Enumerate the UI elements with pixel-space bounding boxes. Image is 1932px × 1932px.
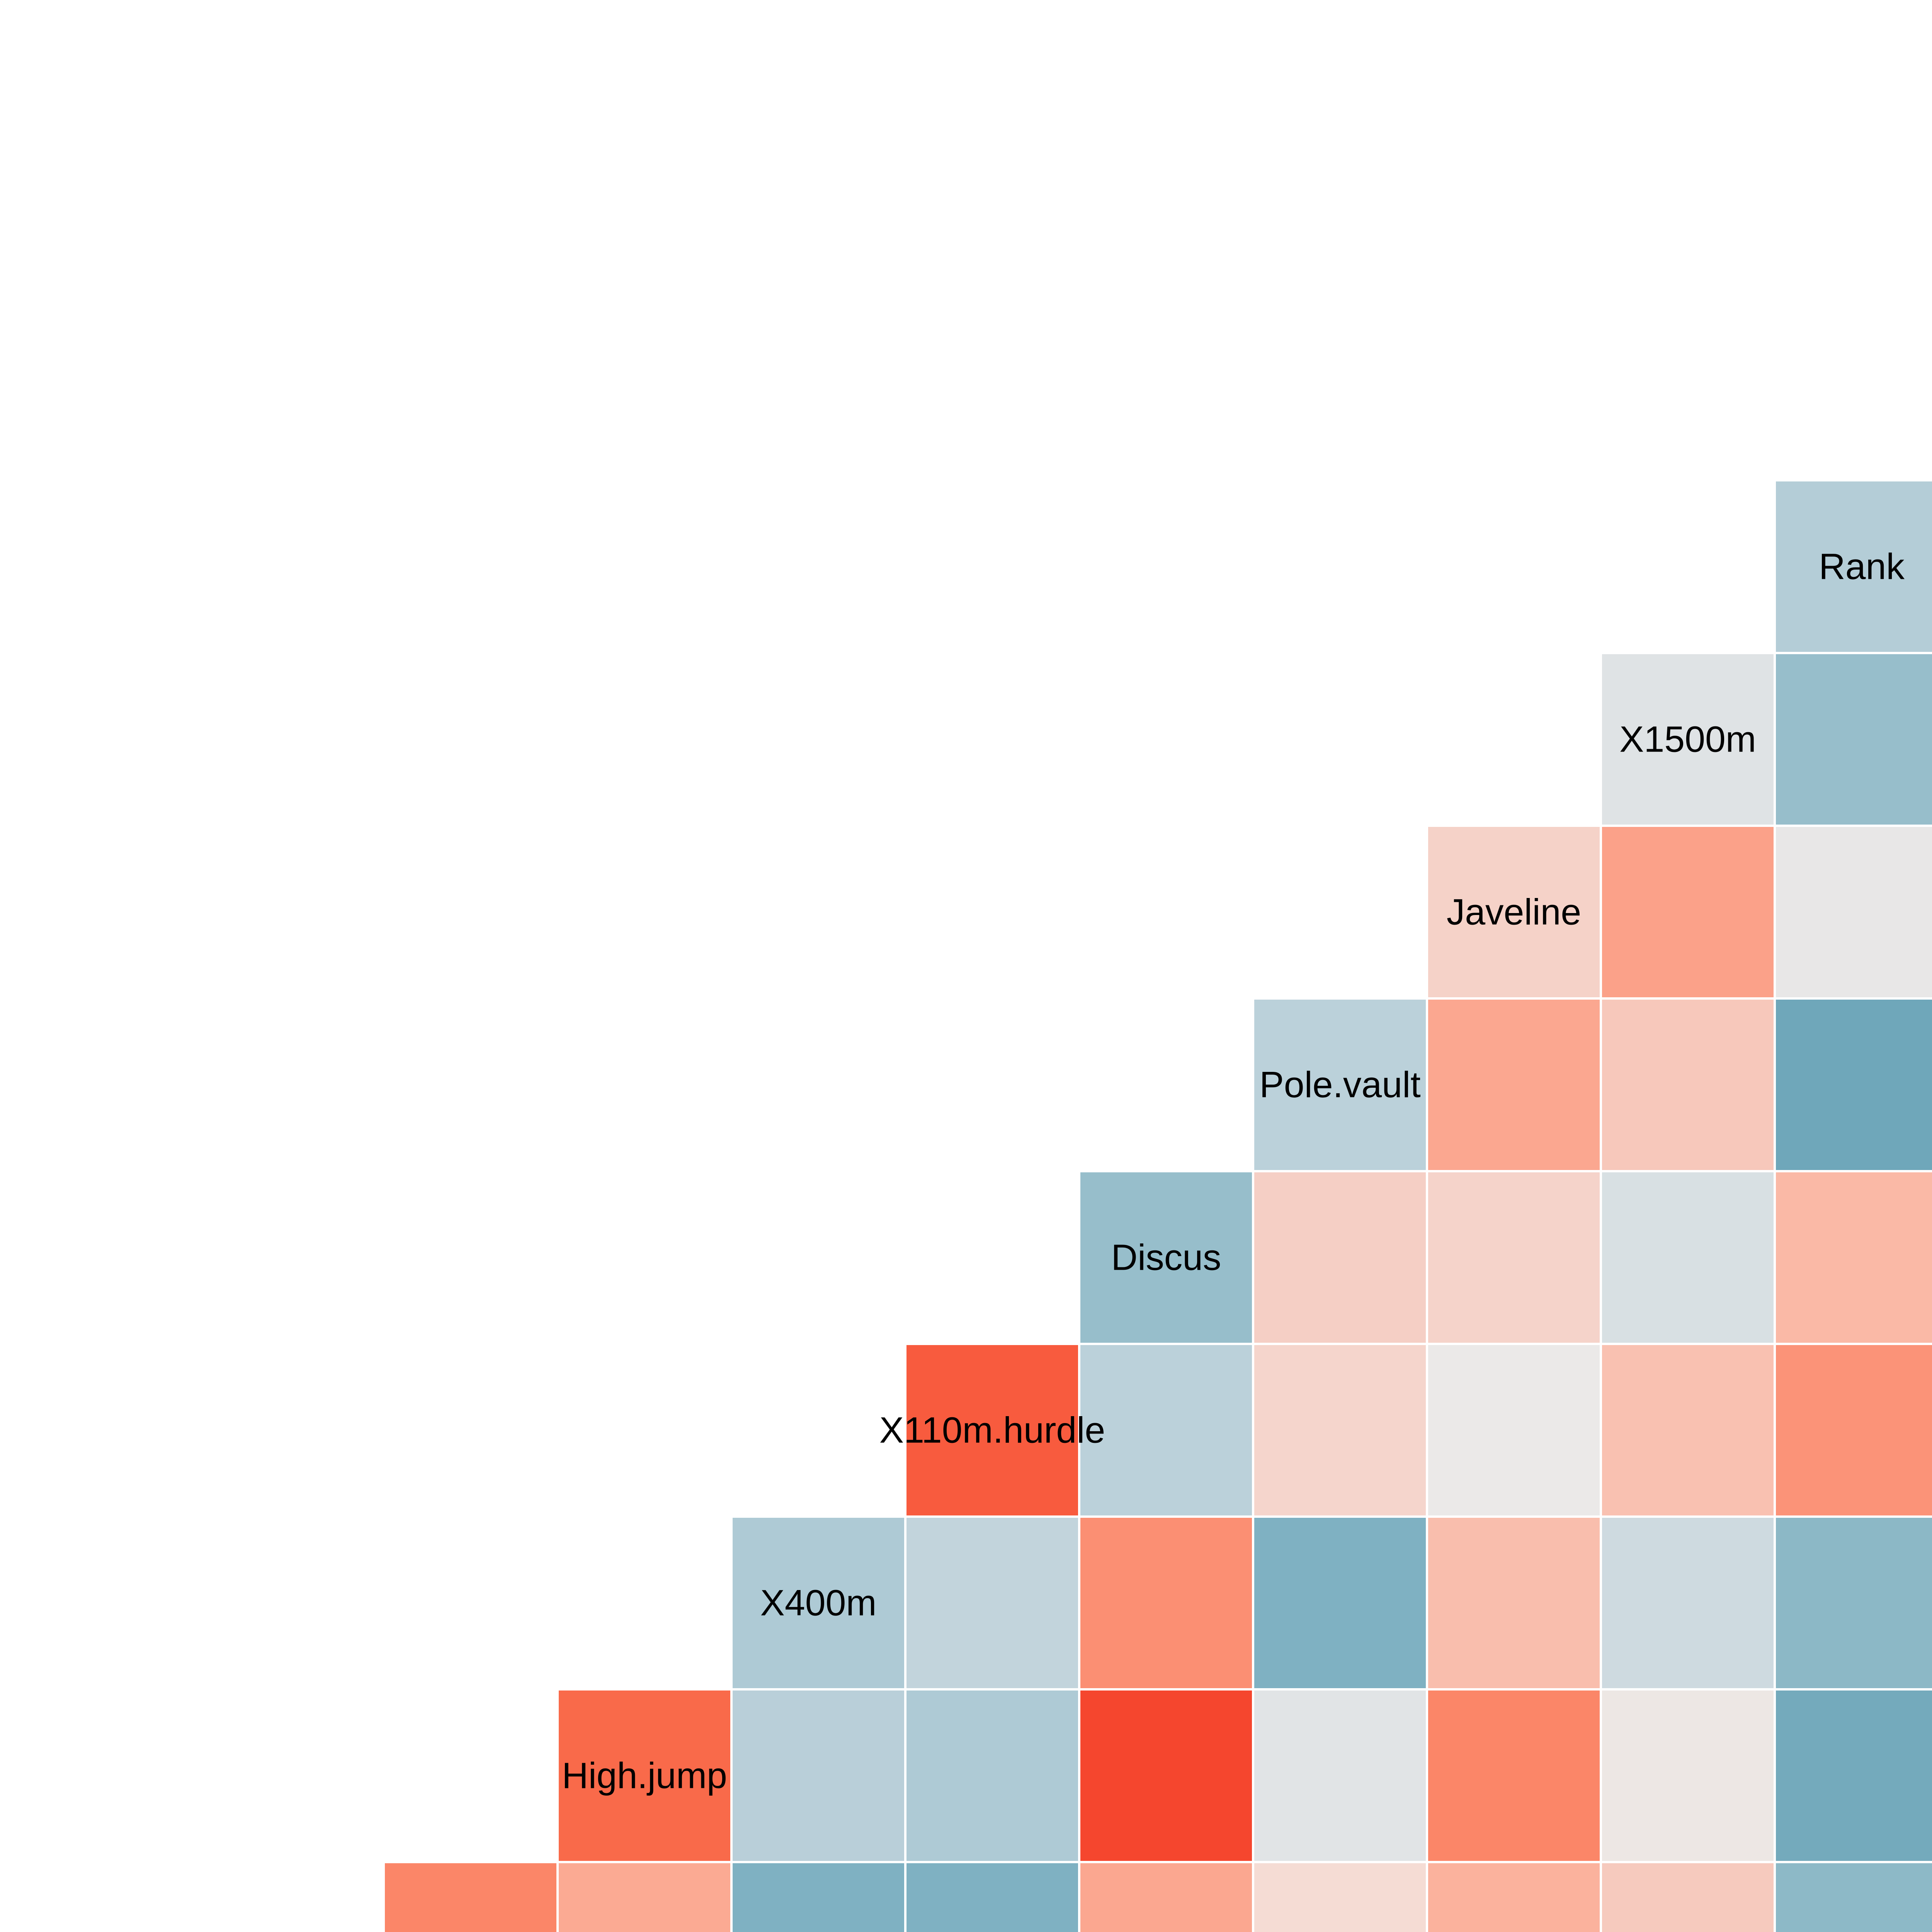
corr-cell-Pole.vault-X1500m [1601, 826, 1775, 998]
corr-cell-X400m-Discus [1079, 1344, 1253, 1517]
corr-cell-Javeline-X1500m [1601, 653, 1775, 826]
corr-cell-Long.jump-X1500m [1601, 1862, 1775, 1932]
corr-cell-Pole.vault-Rank [1775, 826, 1932, 998]
corr-cell-X400m-Rank [1775, 1344, 1932, 1517]
corr-cell-Long.jump-Javeline [1427, 1862, 1601, 1932]
corr-cell-High.jump-X400m [731, 1517, 905, 1689]
var-label-X110m.hurdle: X110m.hurdle [879, 1410, 1105, 1451]
var-label-Discus: Discus [1111, 1237, 1221, 1278]
corr-cell-Shot.put-X110m.hurdle [905, 1689, 1079, 1862]
corr-cell-X1500m-Rank [1775, 480, 1932, 653]
corr-cell-High.jump-Pole.vault [1253, 1517, 1427, 1689]
corr-cell-Shot.put-X1500m [1601, 1689, 1775, 1862]
corr-cell-X110m.hurdle-Pole.vault [1253, 1171, 1427, 1344]
corr-cell-Long.jump-X110m.hurdle [905, 1862, 1079, 1932]
corr-cell-Discus-X1500m [1601, 998, 1775, 1171]
corr-cell-High.jump-X1500m [1601, 1517, 1775, 1689]
var-label-High.jump: High.jump [562, 1755, 727, 1796]
corr-cell-Pole.vault-Javeline [1427, 826, 1601, 998]
var-label-X1500m: X1500m [1619, 719, 1756, 760]
corr-cell-Long.jump-Pole.vault [1253, 1862, 1427, 1932]
corr-cell-X110m.hurdle-Rank [1775, 1171, 1932, 1344]
corr-cell-X400m-Pole.vault [1253, 1344, 1427, 1517]
corr-cell-High.jump-Rank [1775, 1517, 1932, 1689]
corr-cell-High.jump-Discus [1079, 1517, 1253, 1689]
corr-cell-Long.jump-Rank [1775, 1862, 1932, 1932]
var-label-Shot.put: Shot.put [402, 1930, 539, 1932]
var-label-Rank: Rank [1819, 546, 1905, 587]
corr-cell-Shot.put-Pole.vault [1253, 1689, 1427, 1862]
corr-cell-Discus-Javeline [1427, 998, 1601, 1171]
corr-cell-X110m.hurdle-Discus [1079, 1171, 1253, 1344]
corr-cell-Shot.put-Discus [1079, 1689, 1253, 1862]
var-label-X400m: X400m [760, 1582, 877, 1623]
corr-cell-X110m.hurdle-X1500m [1601, 1171, 1775, 1344]
corr-cell-Shot.put-X400m [731, 1689, 905, 1862]
corr-cell-Discus-Rank [1775, 998, 1932, 1171]
var-label-Javeline: Javeline [1446, 891, 1582, 932]
corr-cell-X110m.hurdle-Javeline [1427, 1171, 1601, 1344]
corr-cell-High.jump-X110m.hurdle [905, 1517, 1079, 1689]
corr-cell-X400m-X1500m [1601, 1344, 1775, 1517]
corr-cell-Shot.put-Rank [1775, 1689, 1932, 1862]
corr-cell-Discus-Pole.vault [1253, 998, 1427, 1171]
corr-cell-X400m-Javeline [1427, 1344, 1601, 1517]
corr-cell-X400m-X110m.hurdle [905, 1344, 1079, 1517]
corr-cell-Javeline-Rank [1775, 653, 1932, 826]
var-label-Pole.vault: Pole.vault [1259, 1064, 1421, 1105]
corr-cell-Long.jump-High.jump [558, 1862, 731, 1932]
corr-cell-Long.jump-X400m [731, 1862, 905, 1932]
corr-cell-Long.jump-Discus [1079, 1862, 1253, 1932]
corr-cell-Long.jump-Shot.put [384, 1862, 558, 1932]
corr-cell-Shot.put-High.jump [558, 1689, 731, 1862]
corr-cell-Shot.put-Javeline [1427, 1689, 1601, 1862]
corr-cell-High.jump-Javeline [1427, 1517, 1601, 1689]
